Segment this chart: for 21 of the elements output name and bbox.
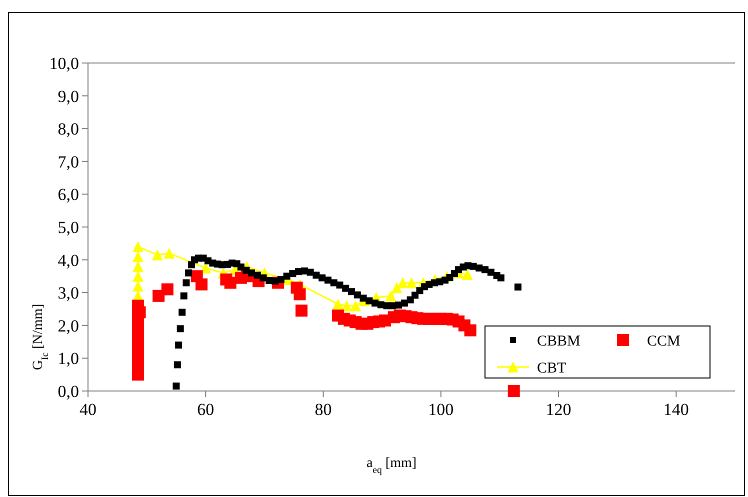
y-tick-label: 5,0 [58,218,79,237]
y-tick-label: 3,0 [58,284,79,303]
y-tick-label: 1,0 [58,349,79,368]
x-tick-label: 60 [197,400,214,419]
y-tick-label: 6,0 [58,185,79,204]
y-tick-label: 9,0 [58,86,79,106]
x-tick-label: 100 [428,400,454,419]
legend-label: CBT [537,360,566,376]
y-tick-label: 10,0 [49,54,79,73]
legend-label: CBBM [537,333,580,350]
y-tick-label: 0,0 [58,382,79,401]
y-tick-label: 4,0 [58,250,79,270]
y-tick-label: 2,0 [58,316,79,336]
x-tick-label: 80 [314,400,332,419]
y-tick-label: 8,0 [58,120,79,139]
legend-label: CCM [647,333,680,350]
x-axis-title: a$_{eq}$ [mm] [366,456,417,476]
x-tick-label: 140 [663,400,689,419]
x-tick-label: 40 [80,400,96,419]
x-tick-label: 120 [546,400,572,419]
y-tick-label: 7,0 [58,152,79,172]
